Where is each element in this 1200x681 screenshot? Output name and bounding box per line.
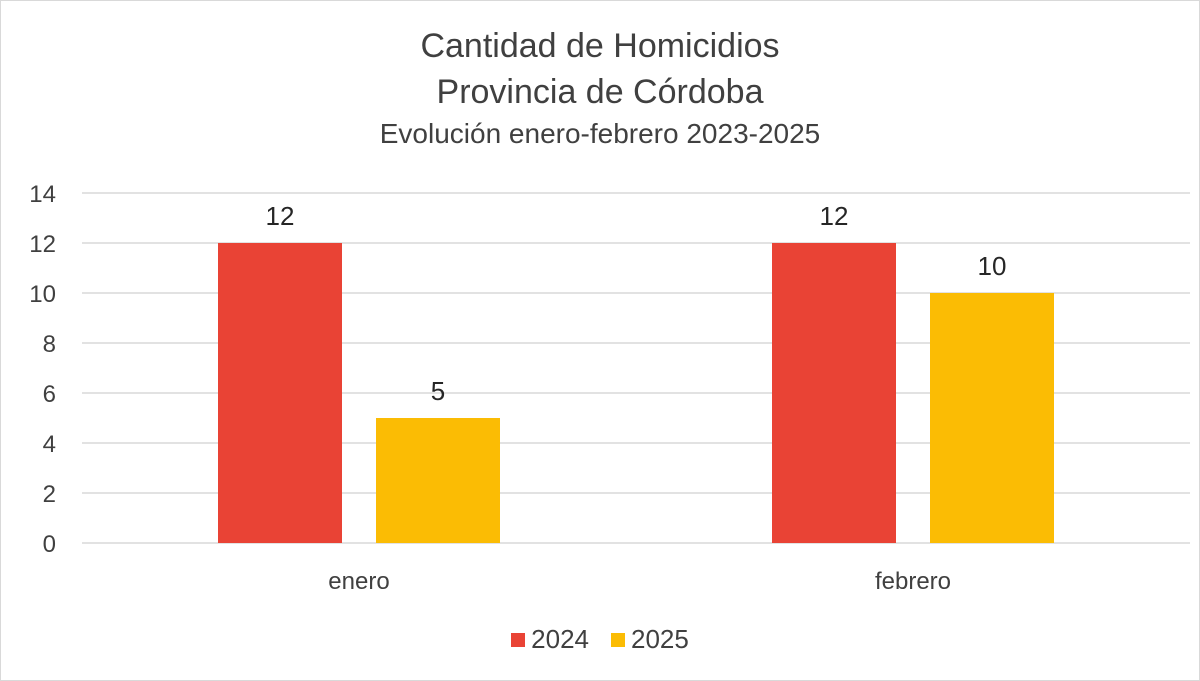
- bar-enero-2025: [376, 418, 500, 543]
- y-tick-label: 14: [29, 181, 56, 208]
- bar-enero-2024: [218, 243, 342, 543]
- chart-title: Cantidad de Homicidios: [420, 27, 780, 65]
- legend-swatch-2024: [511, 632, 526, 647]
- y-tick-label: 10: [29, 281, 56, 308]
- data-label-febrero-2025: 10: [978, 251, 1007, 281]
- chart-subtitle-period: Evolución enero-febrero 2023-2025: [379, 118, 821, 149]
- legend-item-2025: 2025: [611, 624, 689, 655]
- legend-item-2024: 2024: [511, 624, 589, 655]
- data-label-enero-2025: 5: [431, 376, 445, 406]
- legend-label-2024: 2024: [531, 624, 589, 654]
- bar-febrero-2025: [930, 293, 1054, 543]
- data-label-enero-2024: 12: [266, 201, 295, 231]
- data-label-febrero-2024: 12: [820, 201, 849, 231]
- y-tick-label: 8: [43, 331, 56, 358]
- y-axis-ticks: 0 2 4 6 8 10 12 14: [29, 181, 56, 558]
- bars: [218, 243, 1054, 543]
- legend: 2024 2025: [0, 624, 1200, 655]
- x-axis-ticks: enero febrero: [328, 568, 951, 595]
- bar-febrero-2024: [772, 243, 896, 543]
- chart-subtitle-province: Provincia de Córdoba: [436, 73, 764, 111]
- y-tick-label: 12: [29, 231, 56, 258]
- data-labels: 12 5 12 10: [266, 201, 1007, 406]
- y-tick-label: 2: [43, 481, 56, 508]
- legend-swatch-2025: [611, 632, 625, 647]
- y-tick-label: 4: [43, 431, 56, 458]
- y-tick-label: 0: [43, 531, 56, 558]
- y-tick-label: 6: [43, 381, 56, 408]
- x-tick-label-febrero: febrero: [875, 568, 951, 595]
- legend-label-2025: 2025: [631, 624, 689, 654]
- x-tick-label-enero: enero: [328, 568, 389, 595]
